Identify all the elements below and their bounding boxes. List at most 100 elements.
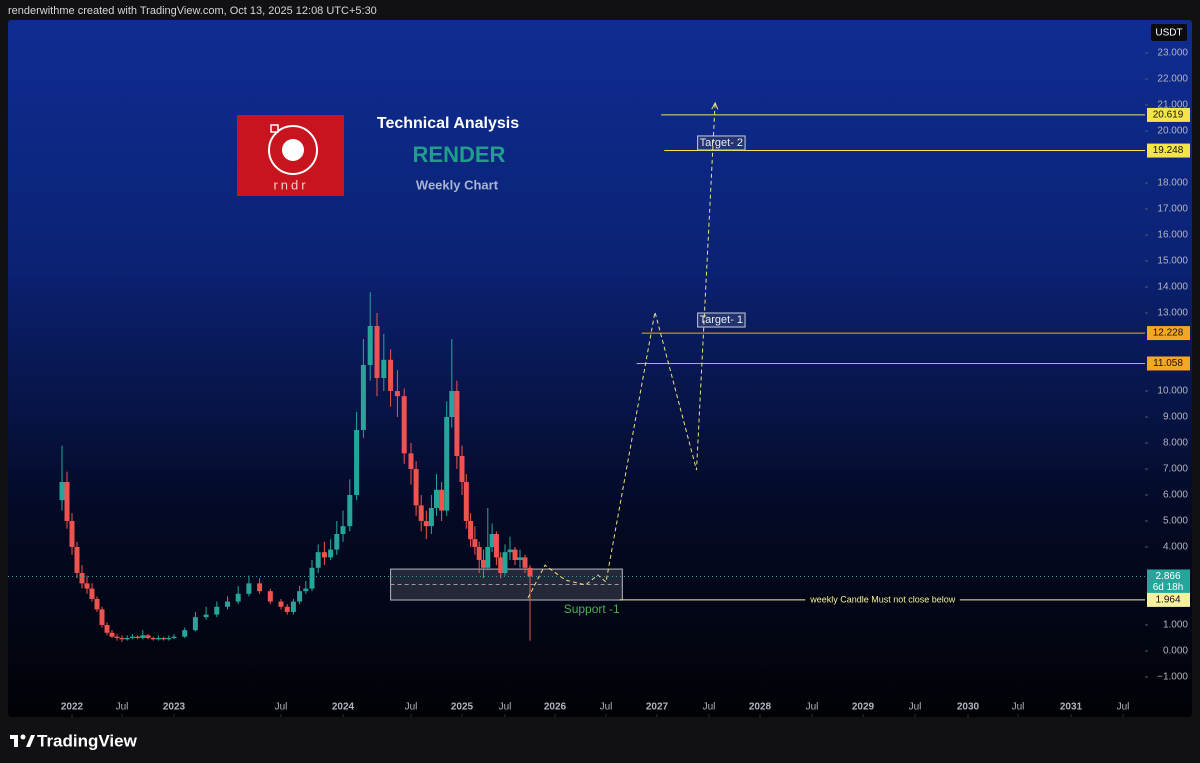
x-tick-label: 2030 [957, 702, 980, 713]
candle-body [413, 468, 419, 506]
x-tick-label: Jul [275, 702, 288, 713]
x-tick-label: 2022 [61, 702, 84, 713]
candle-body [449, 390, 455, 417]
y-tick-label: 13.000 [1157, 308, 1188, 319]
candle-body [192, 617, 198, 631]
x-tick-label: Jul [405, 702, 418, 713]
candle-body [439, 489, 445, 511]
y-tick-label: −1.000 [1157, 672, 1188, 683]
logo: rndr [237, 115, 344, 196]
candle-body [481, 559, 486, 568]
candle-body [267, 591, 273, 602]
candle-body [309, 567, 315, 589]
y-tick-label: 8.000 [1163, 438, 1188, 449]
candle-body [135, 636, 141, 638]
candle-body [340, 526, 346, 534]
candle-body [502, 552, 508, 573]
logo-ring [268, 125, 318, 175]
candle-body [278, 601, 284, 607]
level-label: 12.228 [1153, 328, 1184, 339]
x-tick-label: Jul [600, 702, 613, 713]
level-label: 20.619 [1153, 110, 1184, 121]
brand-icon [20, 734, 26, 740]
target-label: Target- 2 [700, 137, 743, 149]
candle-body [69, 520, 75, 547]
candle-body [493, 533, 499, 558]
candle-body [328, 549, 334, 558]
candle-body [434, 489, 439, 508]
candle-body [74, 546, 80, 573]
last-price: 2.866 [1155, 571, 1180, 582]
projection-path [527, 102, 716, 599]
y-tick-label: 22.000 [1157, 74, 1188, 85]
x-tick-label: 2029 [852, 702, 875, 713]
x-tick-label: Jul [909, 702, 922, 713]
chart-title: Technical Analysis [377, 115, 519, 132]
currency: USDT [1155, 28, 1182, 39]
y-tick-label: 14.000 [1157, 282, 1188, 293]
x-tick-label: Jul [1012, 702, 1025, 713]
caption: renderwithme created with TradingView.co… [8, 5, 377, 17]
x-tick-label: 2026 [544, 702, 567, 713]
candle-body [374, 325, 380, 378]
candle-body [498, 557, 504, 573]
brand: TradingView [37, 731, 138, 750]
candle-body [418, 505, 424, 521]
brand-icon [14, 735, 18, 747]
candle-body [290, 601, 296, 612]
x-tick-label: 2031 [1060, 702, 1083, 713]
x-tick-label: 2028 [749, 702, 772, 713]
y-tick-label: 21.000 [1157, 100, 1188, 111]
candle-body [315, 552, 321, 568]
candle-body [235, 593, 241, 602]
candle-body [114, 636, 120, 638]
candle-body [507, 549, 513, 553]
x-tick-label: 2023 [163, 702, 186, 713]
chart-subtitle: RENDER [413, 142, 506, 167]
candle-body [408, 453, 414, 469]
candle-body [459, 455, 465, 482]
y-tick-label: 20.000 [1157, 126, 1188, 137]
candle-body [527, 567, 533, 577]
candle-body [321, 552, 327, 558]
candle-body [182, 630, 188, 637]
candle-body [334, 533, 340, 550]
candle-body [476, 546, 482, 560]
candle-body [303, 588, 309, 592]
countdown: 6d 18h [1153, 582, 1184, 593]
y-tick-label: 23.000 [1157, 48, 1188, 59]
candle-body [203, 614, 209, 618]
y-tick-label: 6.000 [1163, 490, 1188, 501]
support-label: Support -1 [564, 602, 620, 616]
candle-body [512, 549, 518, 560]
level-badge [1147, 592, 1190, 607]
candle-body [161, 637, 167, 640]
x-tick-label: 2024 [332, 702, 355, 713]
candle-body [444, 416, 450, 511]
level-badge [1147, 356, 1190, 371]
footer: TradingView [10, 731, 138, 750]
candle-body [64, 481, 70, 521]
candle-body [297, 591, 303, 602]
candle-body [79, 572, 85, 584]
projection-arrow [711, 101, 719, 110]
x-tick-label: Jul [499, 702, 512, 713]
x-tick-label: Jul [806, 702, 819, 713]
x-tick-label: Jul [1117, 702, 1130, 713]
candle-body [246, 583, 252, 594]
candle-body [468, 520, 474, 540]
candle-body [428, 507, 434, 527]
candle-body [489, 533, 495, 547]
candle-body [347, 494, 353, 527]
candle-body [485, 546, 491, 568]
y-tick-label: 5.000 [1163, 516, 1188, 527]
target-box [697, 135, 746, 151]
logo-node [270, 124, 279, 133]
candle-body [84, 583, 90, 589]
candle-body [140, 635, 146, 638]
level-label: 11.058 [1153, 358, 1183, 369]
y-tick-label: 7.000 [1163, 464, 1188, 475]
target-box [697, 312, 746, 328]
candle-body [381, 359, 387, 378]
